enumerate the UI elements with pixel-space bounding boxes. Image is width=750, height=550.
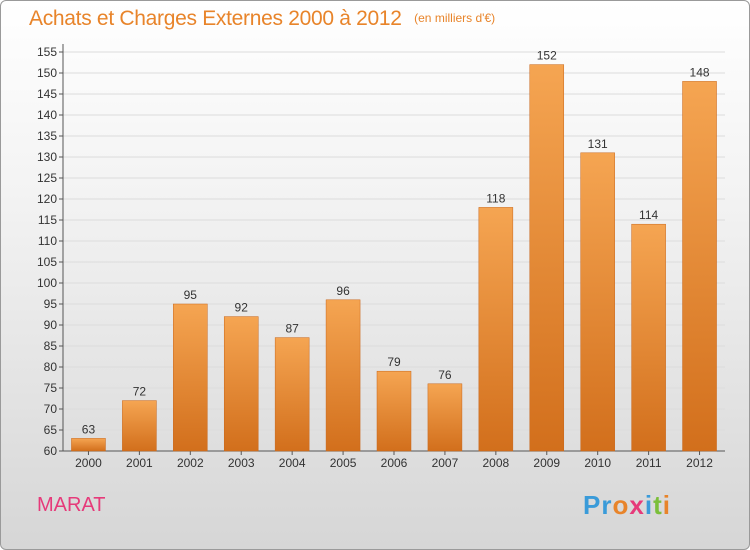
- axes: 60 65 70 75 80 85 90 95 100 105 110 115 120 125 130 135…: [37, 44, 725, 470]
- logo-letter: x: [629, 490, 645, 520]
- bar-2001: [122, 400, 157, 452]
- y-tick-label: 105: [37, 255, 57, 269]
- data-label: 76: [438, 368, 452, 382]
- data-labels: 63 72 95 92 87 96 79 76 118 152 131 114 148: [82, 49, 710, 437]
- x-tick-label: 2003: [228, 456, 255, 470]
- y-tick-label: 150: [37, 66, 57, 80]
- y-tick-label: 145: [37, 87, 57, 101]
- bar-2012: [682, 81, 717, 452]
- y-tick-label: 135: [37, 129, 57, 143]
- bar-2003: [223, 316, 259, 452]
- y-tick-label: 125: [37, 171, 57, 185]
- y-tick-label: 85: [44, 339, 58, 353]
- x-tick-label: 2010: [584, 456, 611, 470]
- x-tick-label: 2011: [636, 456, 662, 470]
- y-tick-label: 110: [38, 234, 57, 248]
- y-tick-label: 65: [44, 423, 58, 437]
- bar-2011: [631, 223, 666, 452]
- x-tick-label: 2008: [482, 456, 509, 470]
- x-tick-label: 2001: [126, 456, 153, 470]
- bars: [71, 64, 717, 452]
- x-tick-label: 2007: [432, 456, 459, 470]
- y-tick-label: 90: [44, 318, 58, 332]
- y-tick-label: 130: [37, 150, 57, 164]
- data-label: 114: [639, 208, 658, 222]
- data-label: 92: [235, 301, 249, 315]
- commune-name: MARAT: [37, 494, 106, 516]
- x-tick-label: 2009: [533, 456, 560, 470]
- x-tick-label: 2000: [75, 456, 102, 470]
- x-tick-label: 2012: [686, 456, 713, 470]
- y-tick-label: 155: [37, 45, 57, 59]
- data-label: 95: [184, 288, 198, 302]
- data-label: 79: [387, 355, 401, 369]
- logo-letter: i: [644, 490, 654, 520]
- logo-letter: P: [583, 490, 602, 520]
- data-label: 118: [486, 191, 505, 205]
- logo-letter: t: [653, 490, 663, 520]
- bar-2002: [173, 303, 208, 452]
- bar-2006: [376, 370, 412, 452]
- data-label: 96: [336, 284, 350, 298]
- y-tick-label: 115: [38, 213, 57, 227]
- bar-2000: [71, 438, 106, 452]
- bar-2009: [529, 64, 565, 452]
- data-label: 63: [82, 422, 96, 436]
- y-tick-label: 75: [44, 381, 58, 395]
- x-tick-label: 2006: [381, 456, 408, 470]
- data-label: 131: [588, 137, 608, 151]
- logo-letter: r: [601, 490, 613, 520]
- bar-2010: [580, 152, 615, 452]
- logo-letter: o: [612, 490, 630, 520]
- bar-2005: [325, 299, 361, 452]
- bar-2007: [427, 383, 463, 452]
- y-tick-label: 100: [37, 276, 57, 290]
- data-label: 87: [285, 322, 299, 336]
- x-tick-label: 2005: [330, 456, 357, 470]
- y-tick-label: 95: [44, 297, 58, 311]
- data-label: 148: [690, 65, 710, 79]
- y-tick-label: 70: [44, 402, 58, 416]
- x-tick-label: 2002: [177, 456, 204, 470]
- y-tick-label: 140: [37, 108, 57, 122]
- chart-title: Achats et Charges Externes 2000 à 2012: [29, 7, 402, 30]
- title-row: Achats et Charges Externes 2000 à 2012 (…: [29, 7, 495, 31]
- data-label: 72: [133, 385, 147, 399]
- logo-letter: i: [662, 490, 671, 520]
- chart-subtitle: (en milliers d'€): [414, 11, 496, 25]
- proxiti-logo: Proxiti: [583, 490, 671, 521]
- y-tick-label: 120: [37, 192, 57, 206]
- bar-2004: [274, 337, 310, 452]
- data-label: 152: [537, 49, 557, 63]
- y-tick-label: 60: [44, 444, 58, 458]
- x-tick-label: 2004: [279, 456, 306, 470]
- bar-2008: [478, 207, 514, 452]
- y-tick-label: 80: [44, 360, 58, 374]
